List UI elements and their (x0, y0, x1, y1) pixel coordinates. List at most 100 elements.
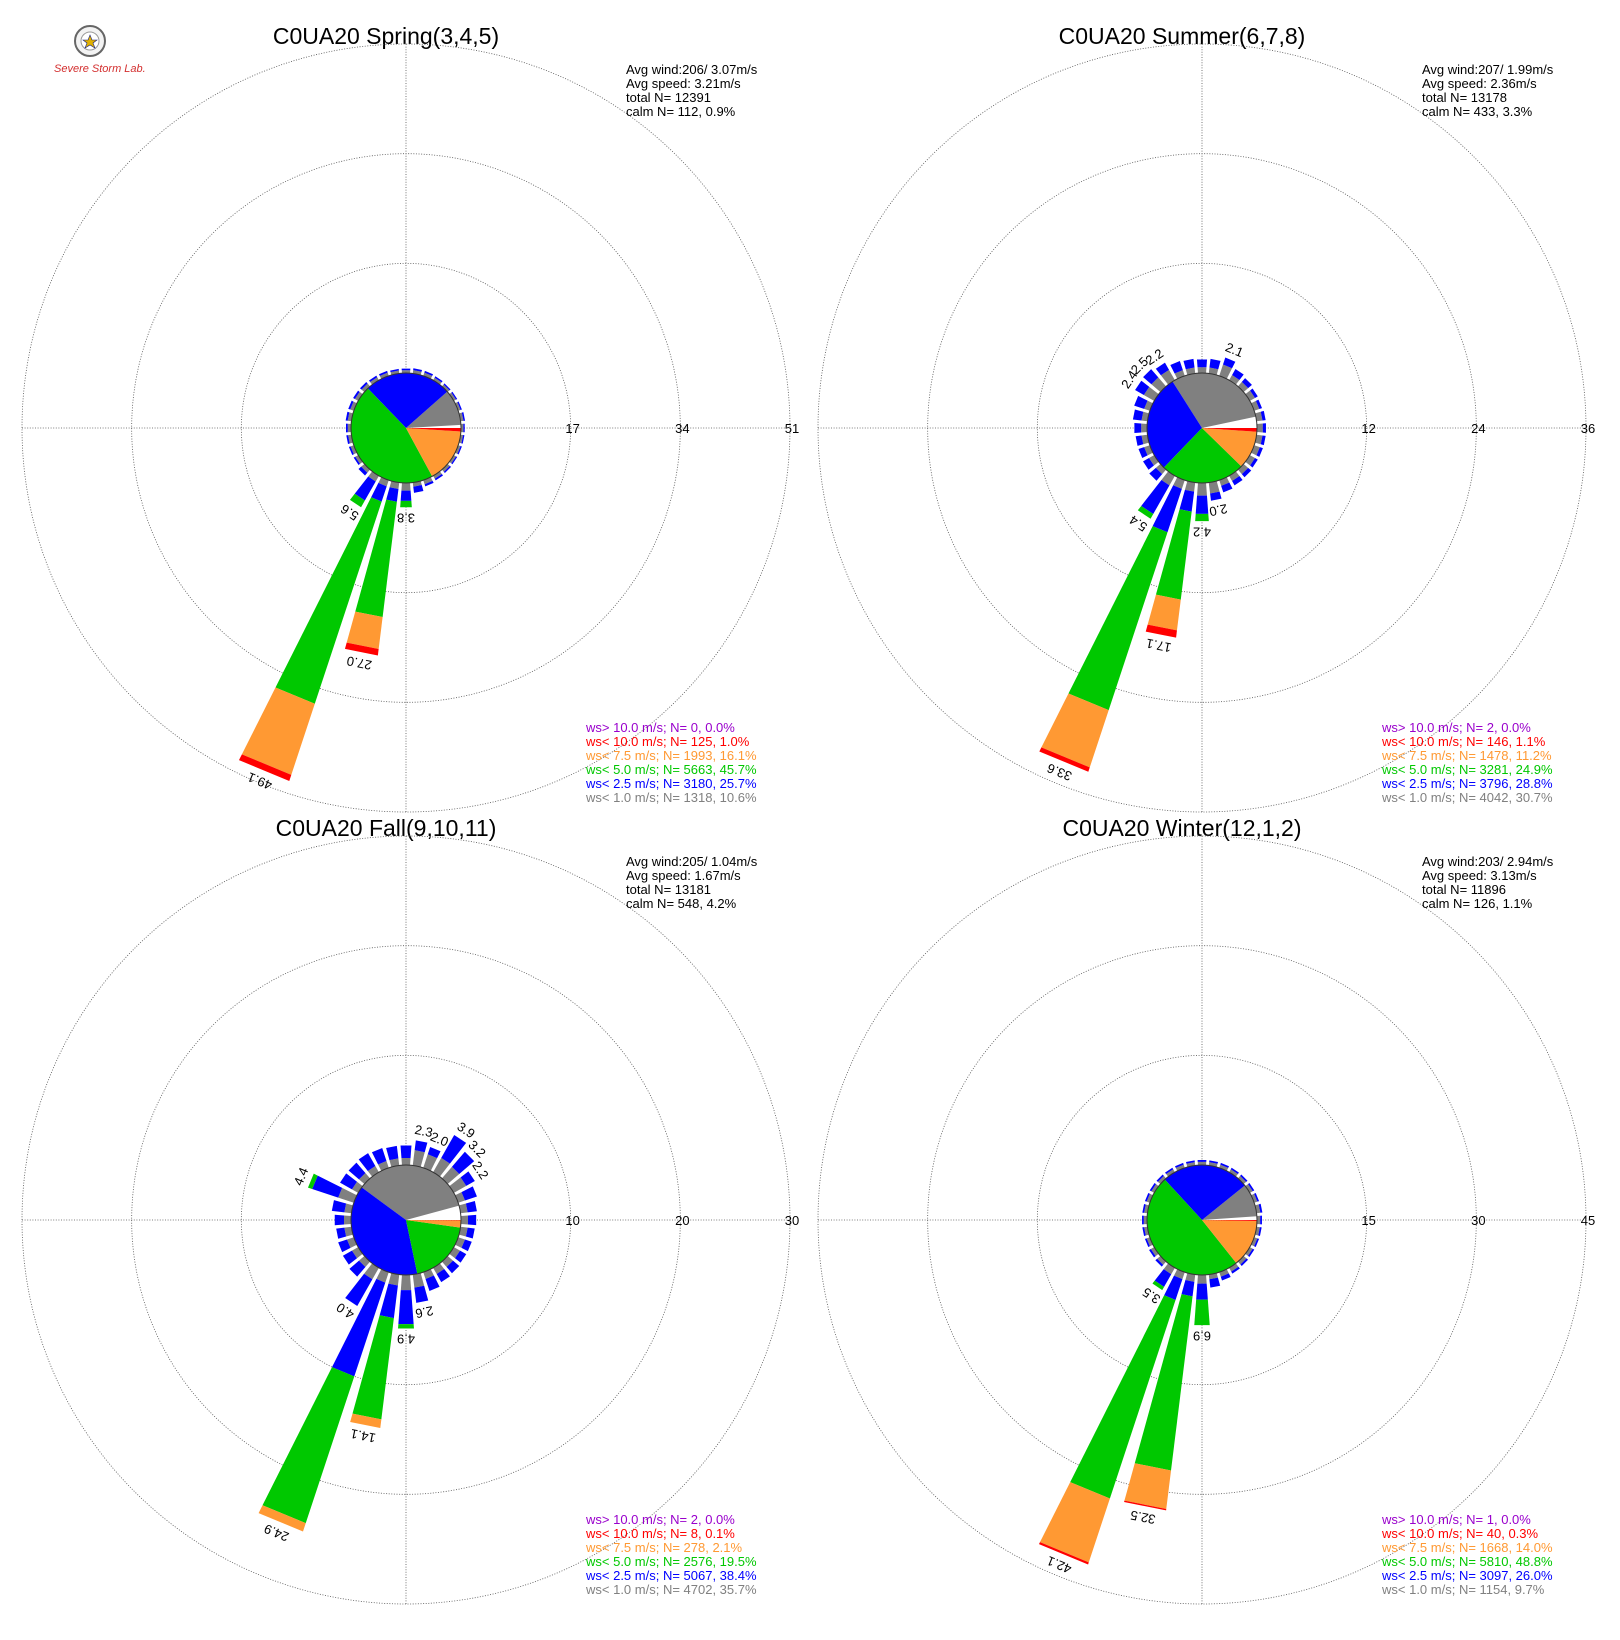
bar-segment-lt2_5 (465, 1227, 475, 1239)
bar-segment-lt1 (433, 471, 442, 479)
speed-pie (350, 1164, 462, 1276)
bar-segment-lt2_5 (1247, 1183, 1255, 1192)
bar-segment-lt2_5 (1255, 399, 1263, 410)
bar-segment-lt5 (355, 499, 397, 618)
legend-entry-lt5: ws< 5.0 m/s; N= 5810, 48.8% (1381, 1554, 1553, 1569)
legend-entry-lt2_5: ws< 2.5 m/s; N= 5067, 38.4% (585, 1568, 757, 1583)
bar-segment-lt10 (1039, 747, 1090, 772)
bar-segment-lt2_5 (1138, 447, 1148, 459)
bar-segment-lt2_5 (1143, 369, 1159, 385)
bar-segment-lt2_5 (451, 1151, 475, 1175)
bar-segment-lt2_5 (379, 1283, 398, 1319)
bar-segment-lt5 (400, 500, 412, 508)
legend-entry-lt10: ws< 10.0 m/s; N= 125, 1.0% (585, 734, 750, 749)
bar-segment-lt5 (1134, 1294, 1193, 1471)
bar-segment-lt10 (1038, 1542, 1089, 1565)
bar-segment-lt5 (398, 1324, 414, 1329)
bar-segment-lt2_5 (1240, 1258, 1249, 1267)
legend-entry-gt10: ws> 10.0 m/s; N= 2, 0.0% (585, 1512, 735, 1527)
pie-slice-lt2_5 (1147, 381, 1202, 468)
bar-segment-lt2_5 (1142, 1227, 1146, 1237)
bar-segment-lt1 (441, 1166, 460, 1185)
pie-outline (350, 1164, 462, 1276)
bar-segment-lt2_5 (349, 1260, 366, 1277)
bar-segment-lt2_5 (454, 1250, 467, 1263)
bar-segment-lt1 (1143, 1215, 1148, 1225)
bar-segment-lt1 (459, 1203, 468, 1214)
grid-rings: 15 30 45 (817, 835, 1595, 1605)
bar-segment-lt1 (1219, 364, 1233, 379)
bar-segment-lt2_5 (1132, 409, 1144, 421)
pie-slice-lt10 (1202, 428, 1257, 432)
bar-segment-lt2_5 (434, 474, 443, 481)
bar-value-label: 17.1 (1145, 636, 1173, 656)
bar-segment-lt2_5 (386, 1145, 399, 1161)
bar-segment-lt2_5 (378, 370, 388, 376)
bar-segment-lt2_5 (461, 1239, 472, 1252)
stat-line: Avg wind:206/ 3.07m/s (626, 62, 758, 77)
bar-segment-lt2_5 (1181, 1280, 1195, 1297)
bar-segment-lt1 (1185, 1273, 1196, 1282)
ring-label: 34 (675, 421, 689, 436)
stat-line: Avg speed: 1.67m/s (626, 868, 741, 883)
pie-outline (1146, 1164, 1258, 1276)
bar-value-label: 14.1 (349, 1426, 377, 1446)
bar-segment-lt1 (1141, 423, 1148, 433)
bar-segment-lt2_5 (1134, 395, 1148, 409)
bar-segment-lt2_5 (413, 485, 424, 493)
bar-segment-lt2_5 (425, 1275, 440, 1291)
bar-segment-lt2_5 (1210, 491, 1222, 501)
small-bars (345, 368, 466, 493)
bar-value-label: 2.0 (1208, 501, 1229, 519)
bar-segment-lt2_5 (348, 446, 354, 456)
direction-bars: 24.914.14.04.92.64.42.32.0 3.93.22.2 (258, 1119, 492, 1545)
windrose-panel: C0UA20 Winter(12,1,2)15 30 4542.132.53.56.… (817, 815, 1595, 1605)
bar-segment-lt2_5 (1196, 359, 1208, 368)
bar-segment-lt2_5 (1164, 1275, 1183, 1300)
grid-rings: 10 20 30 (21, 835, 799, 1605)
chart-title: C0UA20 Spring(3,4,5) (273, 23, 499, 49)
stat-line: Avg wind:205/ 1.04m/s (626, 854, 758, 869)
stat-line: calm N= 112, 0.9% (626, 104, 736, 119)
bar-segment-lt1 (1185, 367, 1196, 375)
bar-segment-lt2_5 (1149, 1249, 1156, 1258)
bar-segment-lt7_5 (1124, 1463, 1172, 1509)
bar-segment-lt10 (1145, 624, 1177, 638)
bar-segment-lt1 (1197, 1274, 1207, 1284)
bar-segment-lt1 (1148, 455, 1159, 466)
bar-segment-lt2_5 (1254, 1192, 1260, 1202)
bar-segment-lt2_5 (390, 368, 399, 373)
bar-segment-lt5 (1195, 513, 1209, 522)
bar-segment-lt1 (1157, 1175, 1167, 1185)
bar-segment-lt5 (349, 493, 365, 508)
speed-pie (350, 372, 462, 484)
bar-value-label: 2.3 (413, 1122, 434, 1140)
pie-slice-lt1 (1202, 1185, 1257, 1220)
direction-bars: 49.127.05.6 3.8 (238, 471, 415, 793)
small-bars (331, 1145, 477, 1291)
bar-segment-lt5 (1155, 509, 1192, 600)
bar-segment-lt7_5 (1147, 594, 1181, 631)
bar-segment-lt2_5 (358, 1153, 376, 1172)
speed-pie (1146, 372, 1258, 484)
stat-line: calm N= 433, 3.3% (1422, 104, 1533, 119)
bar-segment-lt2_5 (358, 466, 368, 476)
bar-segment-lt5 (1070, 1295, 1176, 1499)
lab-logo: Severe Storm Lab. (54, 25, 146, 75)
stat-line: total N= 13181 (626, 882, 711, 897)
bar-segment-lt2_5 (1258, 1227, 1262, 1237)
bar-value-label: 4.2 (1193, 524, 1211, 539)
bar-segment-lt1 (358, 1255, 371, 1268)
bar-segment-lt2_5 (386, 487, 399, 502)
bar-segment-lt1 (344, 1203, 353, 1214)
bar-segment-lt5 (1068, 526, 1168, 711)
bar-segment-lt1 (1245, 1184, 1253, 1193)
bar-segment-lt1 (1251, 1193, 1258, 1203)
bar-segment-lt1 (1229, 374, 1240, 385)
bar-segment-lt1 (441, 384, 450, 393)
legend-entry-lt2_5: ws< 2.5 m/s; N= 3097, 26.0% (1381, 1568, 1553, 1583)
stat-line: total N= 11896 (1422, 882, 1506, 897)
bar-segment-lt2_5 (1260, 410, 1266, 421)
bar-segment-lt5 (275, 497, 382, 704)
bar-segment-lt1 (354, 391, 363, 401)
